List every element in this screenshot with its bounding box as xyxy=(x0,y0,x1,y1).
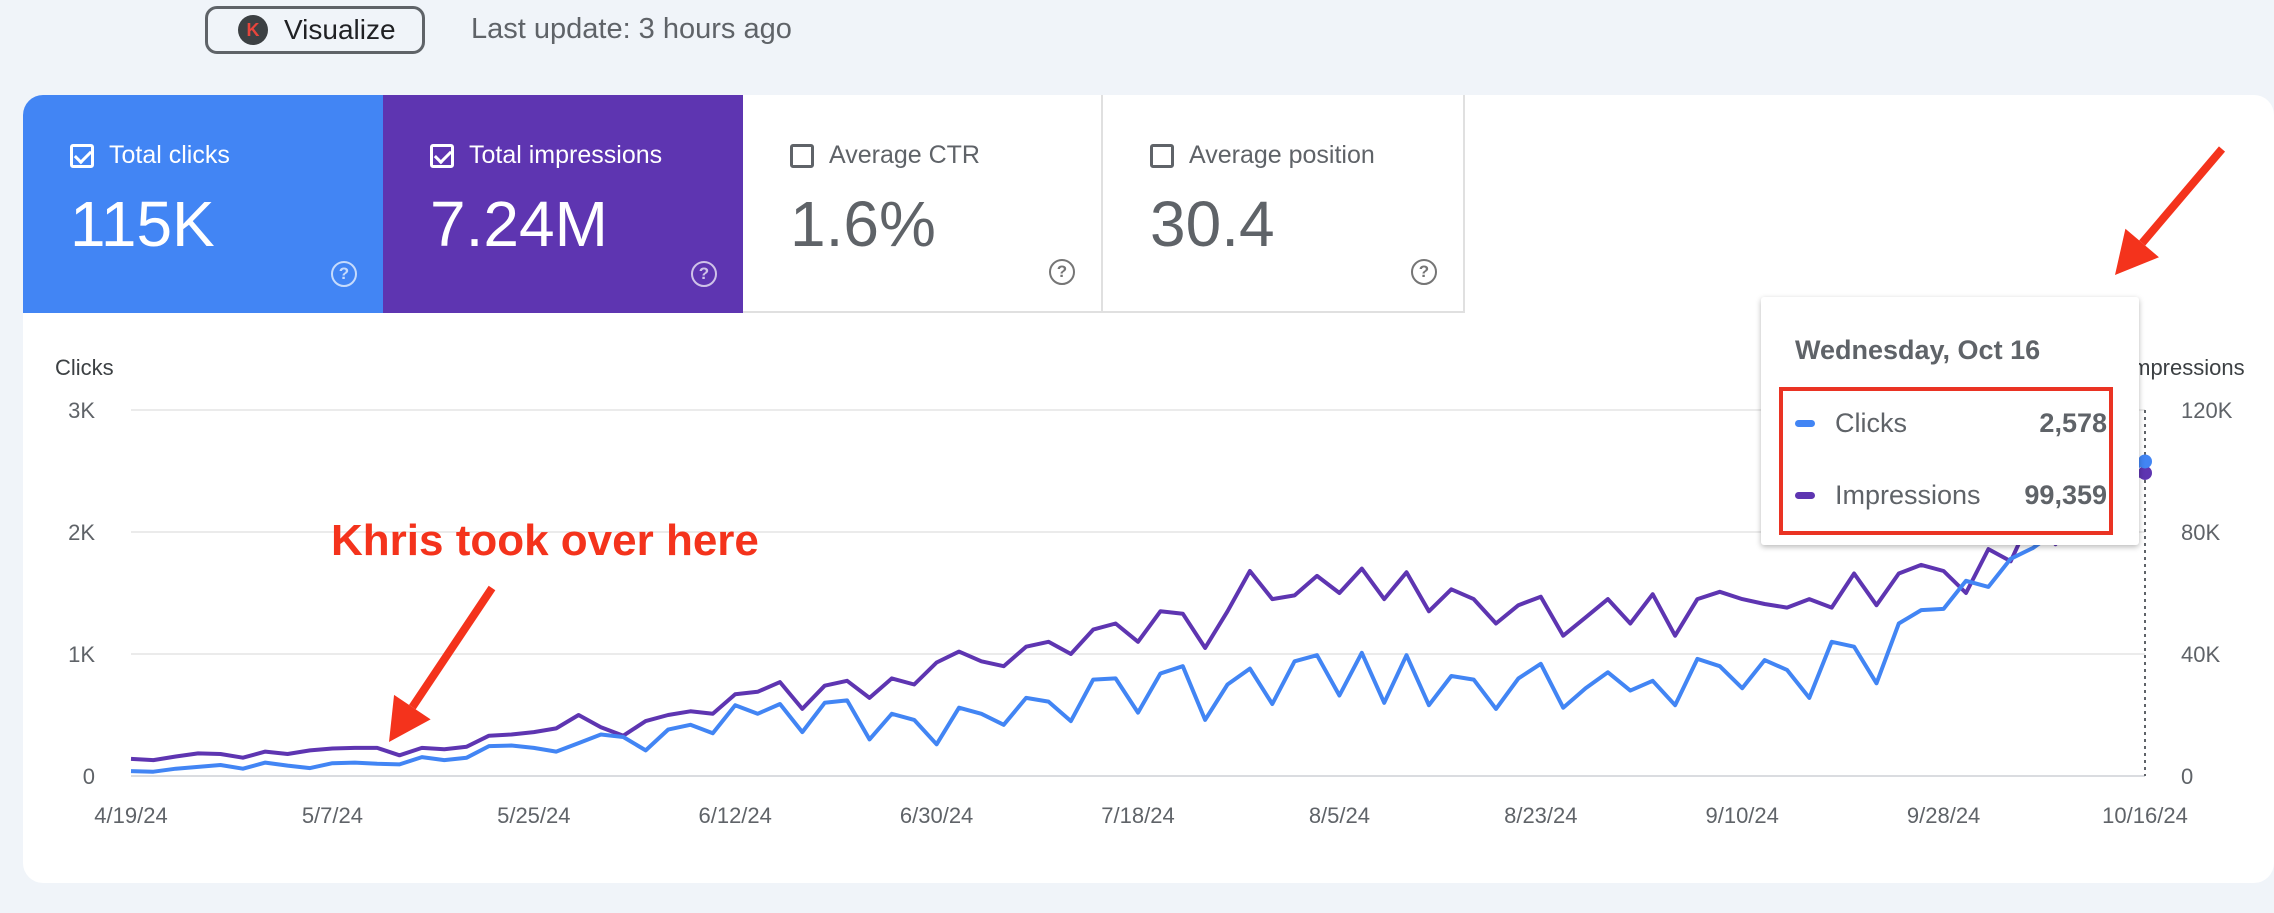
average-ctr-checkbox[interactable] xyxy=(790,143,814,168)
metric-label: Average position xyxy=(1189,141,1375,169)
x-tick-label: 7/18/24 xyxy=(1101,803,1174,828)
total-impressions-checkbox[interactable] xyxy=(430,143,454,168)
x-tick-label: 5/25/24 xyxy=(497,803,570,828)
y-left-axis-title: Clicks xyxy=(55,355,114,380)
x-tick-label: 9/28/24 xyxy=(1907,803,1980,828)
tooltip-row-impressions: Impressions 99,359 xyxy=(1795,475,2107,515)
x-tick-label: 4/19/24 xyxy=(94,803,167,828)
y-right-tick-label: 80K xyxy=(2181,520,2220,545)
y-left-tick-label: 1K xyxy=(68,642,95,667)
chart-tooltip: Wednesday, Oct 16 Clicks 2,578 Impressio… xyxy=(1761,297,2139,545)
help-icon[interactable]: ? xyxy=(1049,259,1075,285)
help-icon[interactable]: ? xyxy=(691,261,717,287)
metric-label: Total impressions xyxy=(469,141,663,169)
metric-label: Average CTR xyxy=(829,141,980,169)
tooltip-row-clicks: Clicks 2,578 xyxy=(1795,403,2107,443)
impressions-series-line xyxy=(130,471,2146,763)
tooltip-series-name: Clicks xyxy=(1835,407,1907,438)
y-right-tick-label: 40K xyxy=(2181,642,2220,667)
average-position-checkbox[interactable] xyxy=(1150,143,1174,168)
x-tick-label: 6/30/24 xyxy=(900,803,973,828)
help-icon[interactable]: ? xyxy=(331,261,357,287)
metric-total-clicks[interactable]: Total clicks 115K ? xyxy=(23,95,383,313)
x-tick-label: 5/7/24 xyxy=(302,803,363,828)
metric-label: Total clicks xyxy=(109,141,230,169)
help-icon[interactable]: ? xyxy=(1411,259,1437,285)
performance-card: 0 0 1K 40K 2K 80K 3K 120K Clicks Impressions 4/19/… xyxy=(23,95,2274,883)
last-update-text: Last update: 3 hours ago xyxy=(471,13,792,45)
visualize-label: Visualize xyxy=(284,14,396,45)
visualize-logo-icon: K xyxy=(238,15,268,45)
impressions-legend-dot-icon xyxy=(1795,491,1815,499)
impressions-hover-point xyxy=(2138,465,2152,480)
y-left-tick-label: 3K xyxy=(68,398,95,423)
x-tick-label: 8/5/24 xyxy=(1309,803,1370,828)
x-tick-label: 10/16/24 xyxy=(2102,803,2188,828)
tooltip-date: Wednesday, Oct 16 xyxy=(1795,335,2041,365)
clicks-hover-point xyxy=(2138,454,2152,469)
y-left-tick-label: 0 xyxy=(83,764,95,789)
y-right-axis-title: Impressions xyxy=(2126,355,2245,380)
metric-value: 30.4 xyxy=(1150,188,1275,260)
metric-value: 1.6% xyxy=(790,188,936,260)
clicks-legend-dot-icon xyxy=(1795,419,1815,427)
tooltip-series-name: Impressions xyxy=(1835,479,1981,510)
y-right-tick-label: 120K xyxy=(2181,398,2233,423)
tooltip-series-value: 2,578 xyxy=(2039,407,2107,438)
x-tick-label: 8/23/24 xyxy=(1504,803,1577,828)
metric-value: 7.24M xyxy=(430,188,608,260)
metric-average-position[interactable]: Average position 30.4 ? xyxy=(1103,95,1465,313)
tooltip-series-value: 99,359 xyxy=(2024,479,2107,510)
metric-total-impressions[interactable]: Total impressions 7.24M ? xyxy=(383,95,743,313)
tooltip-highlight-box xyxy=(1779,387,2113,535)
x-tick-label: 9/10/24 xyxy=(1705,803,1778,828)
y-left-tick-label: 2K xyxy=(68,520,95,545)
metric-average-ctr[interactable]: Average CTR 1.6% ? xyxy=(743,95,1103,313)
clicks-series-line xyxy=(130,459,2147,774)
toolbar: K Visualize Last update: 3 hours ago xyxy=(0,0,2274,62)
total-clicks-checkbox[interactable] xyxy=(70,143,94,168)
x-tick-label: 6/12/24 xyxy=(698,803,771,828)
annotation-text: Khris took over here xyxy=(331,516,759,565)
y-right-tick-label: 0 xyxy=(2181,764,2193,789)
metric-value: 115K xyxy=(70,188,215,260)
visualize-button[interactable]: K Visualize xyxy=(205,6,425,54)
